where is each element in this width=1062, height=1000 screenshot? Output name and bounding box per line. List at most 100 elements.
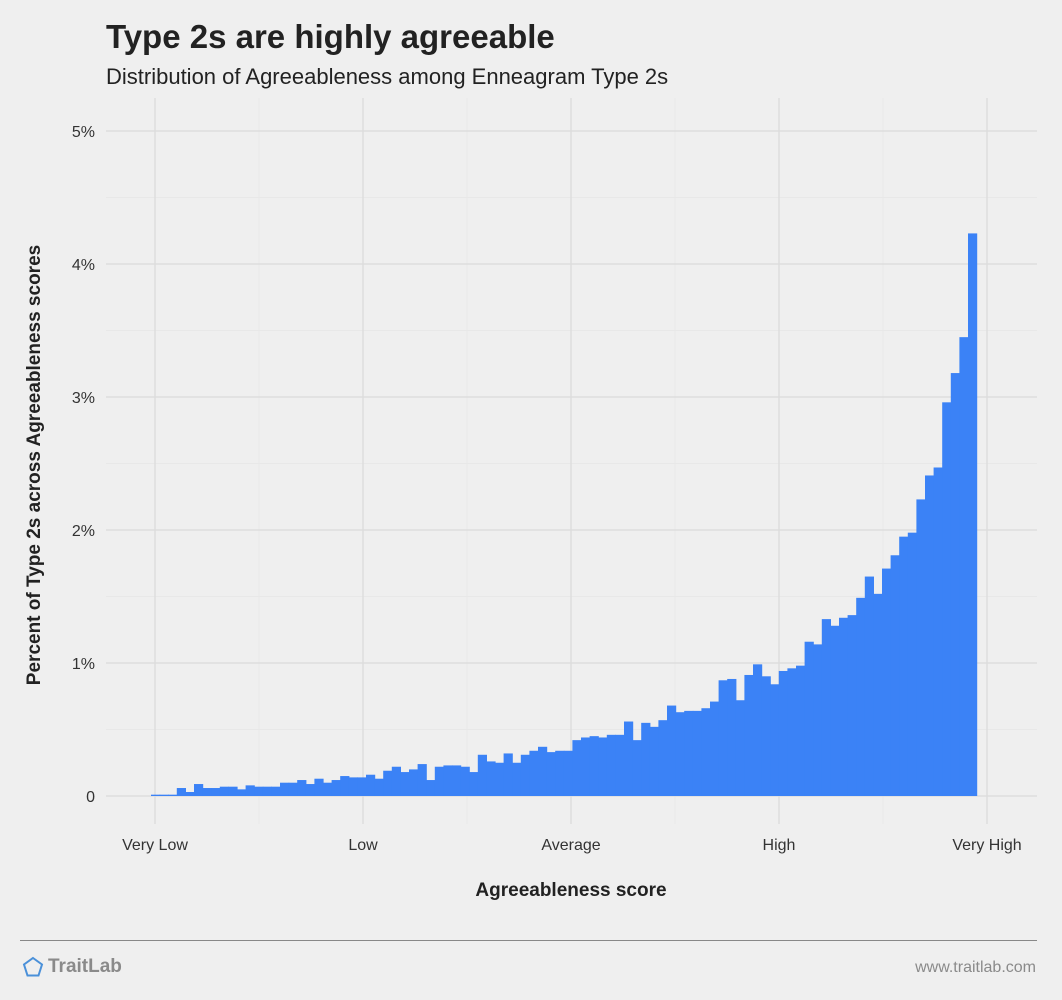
bar: [254, 786, 264, 796]
bar: [512, 762, 522, 796]
bar: [753, 664, 763, 796]
bar: [176, 788, 186, 796]
bar: [804, 641, 814, 796]
bar: [658, 720, 668, 796]
bar: [787, 668, 797, 796]
bar: [942, 402, 952, 796]
bar: [572, 740, 582, 796]
bar: [271, 786, 281, 796]
bar: [839, 617, 849, 796]
bar: [331, 780, 341, 796]
bar: [770, 684, 780, 796]
pentagon-icon: [22, 956, 44, 977]
bar: [813, 644, 823, 796]
bar: [641, 722, 651, 796]
bar: [168, 794, 178, 796]
bar: [933, 467, 943, 796]
bar: [400, 772, 410, 796]
bar: [632, 740, 642, 796]
bar: [538, 746, 548, 796]
bar: [520, 754, 530, 796]
bar: [434, 766, 444, 796]
bar: [873, 593, 883, 796]
bar: [529, 750, 539, 796]
y-tick-label: 2%: [72, 523, 95, 540]
bar: [245, 785, 255, 796]
x-tick-label: Very High: [952, 837, 1021, 854]
bar: [959, 337, 969, 796]
bar: [185, 792, 195, 796]
bar: [847, 615, 857, 796]
bar: [778, 670, 788, 796]
bar: [735, 700, 745, 796]
grid-lines: [106, 98, 1037, 824]
bar: [366, 774, 376, 796]
bar: [899, 536, 909, 796]
bar: [391, 766, 401, 796]
bar: [555, 750, 565, 796]
y-tick-label: 3%: [72, 390, 95, 407]
bar: [968, 233, 978, 796]
bar: [718, 680, 728, 796]
bar: [262, 786, 272, 796]
y-tick-label: 1%: [72, 656, 95, 673]
bar: [228, 786, 238, 796]
y-tick-label: 0: [86, 789, 95, 806]
bar: [890, 555, 900, 796]
x-tick-label: High: [763, 837, 796, 854]
bar: [297, 780, 307, 796]
bar: [469, 772, 479, 796]
bar: [460, 766, 470, 796]
bar: [288, 782, 298, 796]
bar: [357, 777, 367, 796]
bar: [194, 784, 204, 796]
bar: [856, 597, 866, 796]
bar: [830, 625, 840, 796]
bar: [374, 778, 384, 796]
bar: [761, 676, 771, 796]
brand-logo[interactable]: TraitLab: [22, 956, 122, 978]
bar: [417, 764, 427, 796]
y-tick-label: 4%: [72, 257, 95, 274]
bar: [606, 734, 616, 796]
bar: [624, 721, 634, 796]
chart-subtitle: Distribution of Agreeableness among Enne…: [106, 64, 669, 89]
x-tick-label: Average: [541, 837, 600, 854]
bar: [305, 784, 315, 796]
bar: [916, 499, 926, 796]
bar: [495, 762, 505, 796]
bar: [546, 752, 556, 796]
bar: [727, 678, 737, 796]
bar: [744, 674, 754, 796]
bar: [426, 780, 436, 796]
bars: [151, 233, 978, 796]
bar: [280, 782, 290, 796]
bar: [452, 765, 462, 796]
bar: [684, 710, 694, 796]
bar: [649, 726, 659, 796]
bar: [598, 737, 608, 796]
bar: [383, 770, 393, 796]
bar: [340, 776, 350, 796]
bar: [615, 734, 625, 796]
bar: [701, 708, 711, 796]
bar: [211, 788, 221, 796]
bar: [409, 769, 419, 796]
bar: [202, 788, 212, 796]
x-tick-labels: Very Low Low Average High Very High: [122, 837, 1022, 854]
x-axis-label: Agreeableness score: [475, 880, 666, 901]
bar: [477, 754, 487, 796]
y-axis-label: Percent of Type 2s across Agreeableness …: [24, 245, 45, 685]
footer-divider: [20, 940, 1037, 941]
bar: [443, 765, 453, 796]
brand-name: TraitLab: [48, 956, 122, 977]
chart-title: Type 2s are highly agreeable: [106, 18, 555, 55]
bar: [323, 782, 333, 796]
site-url-link[interactable]: www.traitlab.com: [915, 959, 1036, 976]
bar: [348, 777, 358, 796]
bar: [581, 737, 591, 796]
bar: [151, 794, 161, 796]
bar: [486, 761, 496, 796]
y-tick-labels: 0 1% 2% 3% 4% 5%: [72, 124, 95, 806]
bar: [314, 778, 324, 796]
